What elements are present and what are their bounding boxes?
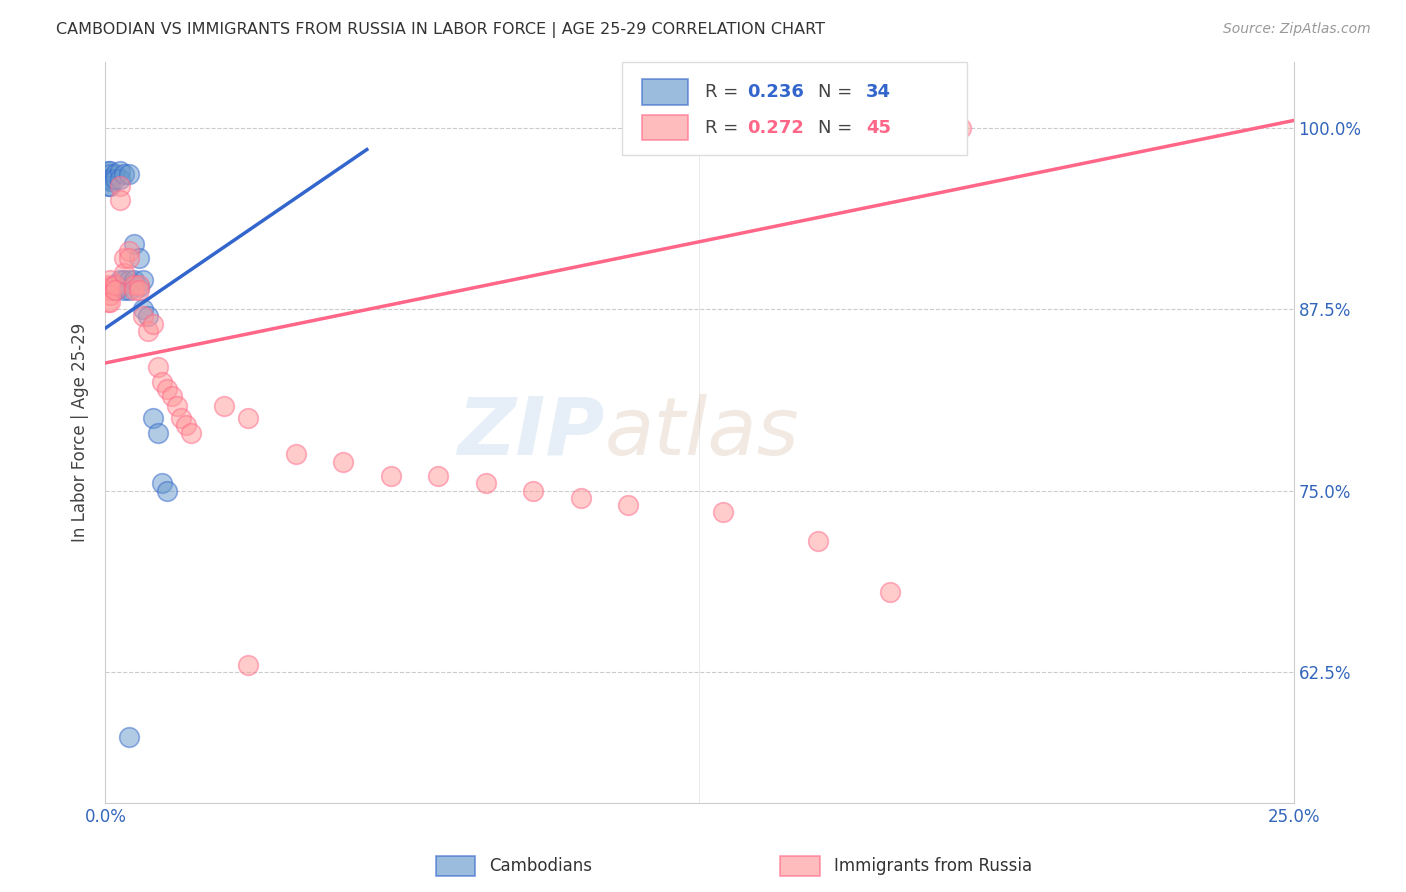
Point — [569, 491, 592, 505]
Point — [214, 400, 236, 414]
Point — [118, 167, 141, 181]
Text: 34: 34 — [866, 83, 891, 101]
Point — [118, 284, 141, 298]
Point — [132, 310, 155, 324]
Point — [128, 284, 150, 298]
Point — [142, 411, 165, 425]
Point — [160, 389, 183, 403]
Point — [98, 167, 121, 181]
Point — [98, 273, 121, 287]
Point — [146, 425, 169, 440]
Point — [132, 273, 155, 287]
Point — [122, 236, 145, 251]
Point — [807, 534, 830, 549]
Point — [136, 324, 159, 338]
Point — [98, 280, 121, 294]
Point — [104, 171, 127, 186]
Text: Immigrants from Russia: Immigrants from Russia — [834, 857, 1032, 875]
Text: R =: R = — [706, 119, 744, 136]
Point — [97, 277, 120, 292]
Y-axis label: In Labor Force | Age 25-29: In Labor Force | Age 25-29 — [72, 323, 90, 542]
Point — [142, 317, 165, 331]
FancyBboxPatch shape — [643, 79, 688, 104]
Point — [114, 266, 136, 280]
Point — [114, 252, 136, 266]
Point — [332, 455, 354, 469]
Point — [236, 657, 259, 672]
Point — [122, 277, 145, 292]
Point — [146, 360, 169, 375]
Point — [98, 295, 121, 310]
Text: 45: 45 — [866, 119, 891, 136]
Point — [132, 302, 155, 317]
Point — [118, 244, 141, 259]
Point — [122, 284, 145, 298]
Point — [98, 164, 121, 178]
Point — [114, 273, 136, 287]
Text: Cambodians: Cambodians — [489, 857, 592, 875]
Point — [98, 174, 121, 188]
Text: ZIP: ZIP — [457, 393, 605, 472]
Point — [174, 418, 197, 433]
Point — [114, 284, 136, 298]
Point — [118, 252, 141, 266]
Point — [122, 273, 145, 287]
Point — [284, 447, 307, 461]
Text: atlas: atlas — [605, 393, 799, 472]
Point — [104, 284, 127, 298]
Point — [156, 382, 179, 396]
Point — [97, 164, 120, 178]
Point — [98, 287, 121, 301]
Point — [108, 164, 131, 178]
Point — [98, 178, 121, 193]
Text: R =: R = — [706, 83, 744, 101]
Text: 0.236: 0.236 — [747, 83, 804, 101]
Point — [879, 585, 901, 599]
Text: 0.272: 0.272 — [747, 119, 804, 136]
Point — [128, 252, 150, 266]
Point — [522, 483, 544, 498]
Point — [108, 273, 131, 287]
FancyBboxPatch shape — [623, 62, 967, 155]
Point — [104, 284, 127, 298]
Point — [128, 280, 150, 294]
Point — [136, 310, 159, 324]
Point — [617, 498, 640, 512]
Point — [108, 171, 131, 186]
Point — [427, 469, 450, 483]
Point — [118, 731, 141, 745]
Point — [108, 280, 131, 294]
Text: CAMBODIAN VS IMMIGRANTS FROM RUSSIA IN LABOR FORCE | AGE 25-29 CORRELATION CHART: CAMBODIAN VS IMMIGRANTS FROM RUSSIA IN L… — [56, 22, 825, 38]
Point — [180, 425, 202, 440]
Text: N =: N = — [818, 119, 858, 136]
Point — [97, 171, 120, 186]
Point — [114, 167, 136, 181]
Point — [170, 411, 193, 425]
Point — [156, 483, 179, 498]
Point — [108, 194, 131, 208]
Point — [380, 469, 402, 483]
Point — [108, 178, 131, 193]
Point — [474, 476, 496, 491]
Point — [128, 277, 150, 292]
Point — [97, 284, 120, 298]
Text: N =: N = — [818, 83, 858, 101]
Point — [104, 277, 127, 292]
FancyBboxPatch shape — [643, 115, 688, 140]
Point — [166, 400, 188, 414]
Point — [97, 295, 120, 310]
Point — [711, 506, 734, 520]
Point — [97, 178, 120, 193]
Point — [104, 277, 127, 292]
Point — [236, 411, 259, 425]
Point — [152, 375, 174, 389]
Point — [118, 273, 141, 287]
Point — [152, 476, 174, 491]
Point — [949, 120, 972, 135]
Text: Source: ZipAtlas.com: Source: ZipAtlas.com — [1223, 22, 1371, 37]
Point — [98, 171, 121, 186]
Point — [104, 167, 127, 181]
